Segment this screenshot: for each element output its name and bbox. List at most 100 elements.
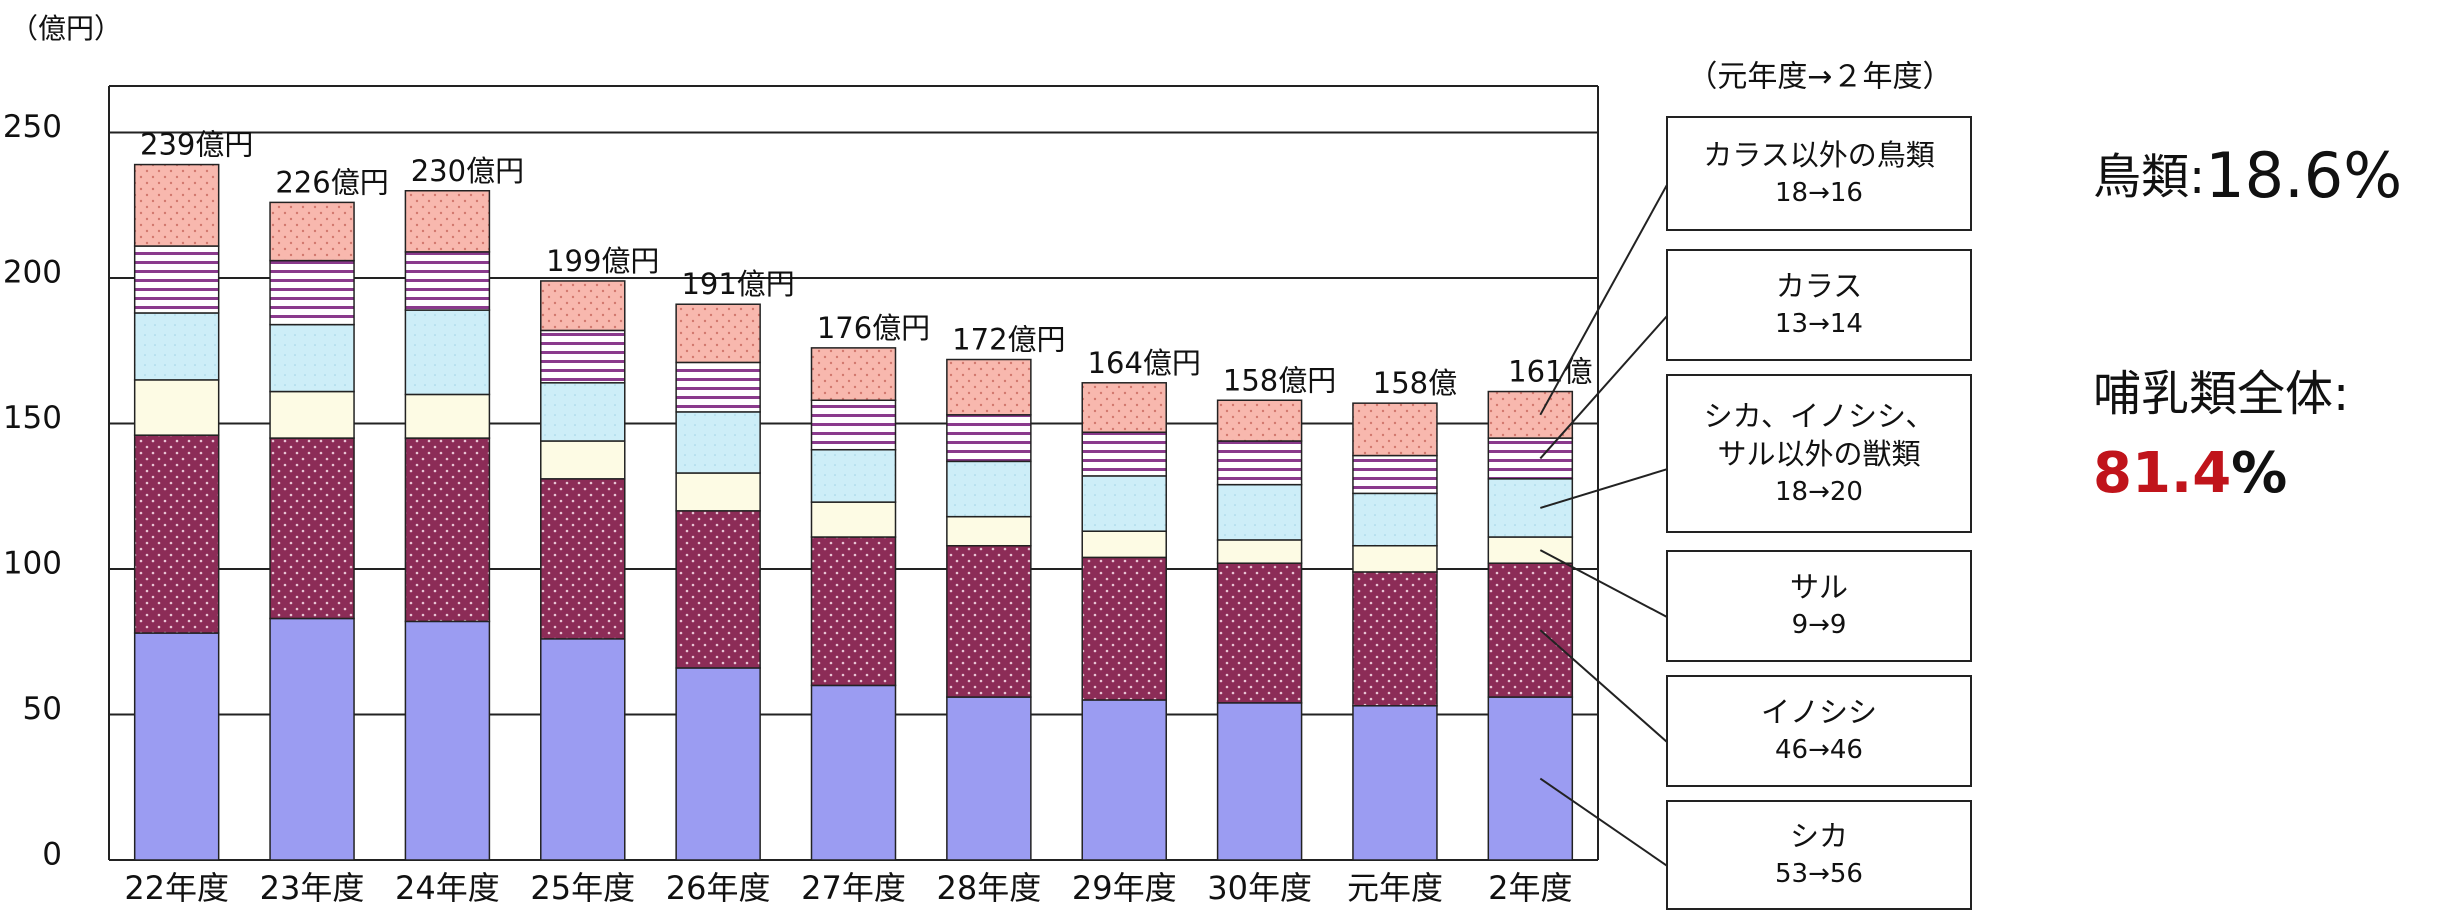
bar-segment	[540, 440, 626, 480]
bar-segment	[1352, 705, 1438, 861]
annotation-label: 哺乳類全体:	[2093, 366, 2349, 422]
bar-segment	[675, 667, 761, 861]
bar-segment	[810, 536, 897, 687]
leader-line	[1539, 315, 1668, 460]
bar-segment	[675, 361, 761, 413]
legend-box	[1666, 800, 1972, 910]
legend-entry: イノシシ 46→46	[1667, 676, 1971, 786]
bar-segment	[269, 617, 355, 861]
bar-segment	[1081, 699, 1167, 861]
bar-segment	[946, 544, 1032, 698]
bar-segment	[1487, 562, 1574, 698]
legend-content: イノシシ 46→46	[1667, 676, 1971, 786]
bar-segment	[1352, 454, 1438, 495]
bar-segment	[404, 309, 491, 396]
annotation: 81.4%	[2093, 441, 2287, 506]
annotation-value: 18.6%	[2205, 139, 2402, 212]
x-tick-label: 29年度	[1072, 869, 1177, 907]
bar-segment	[133, 632, 220, 861]
unit-label: （億円）	[10, 12, 122, 45]
bar-segment	[133, 379, 220, 436]
legend-content: シカ 53→56	[1667, 801, 1971, 909]
total-label: 176億円	[817, 311, 930, 345]
bar-segment	[404, 437, 491, 623]
bar-segment	[133, 312, 220, 381]
x-tick-label: 27年度	[801, 869, 906, 907]
bar-segment	[1216, 702, 1303, 861]
legend-content: サル 9→9	[1667, 551, 1971, 661]
bar-segment	[810, 347, 897, 402]
bar-segment	[540, 478, 626, 640]
legend-change: 9→9	[1791, 610, 1847, 640]
bar-segment	[269, 390, 355, 439]
legend-label: カラス	[1775, 269, 1863, 303]
bar-segment	[675, 510, 761, 669]
bar-segment	[810, 684, 897, 861]
legend-entry: カラス以外の鳥類 18→16	[1667, 117, 1971, 230]
y-tick-label: 100	[3, 546, 62, 582]
bar-segment	[810, 501, 897, 538]
bar-segment	[1487, 478, 1574, 538]
bar-segment	[1081, 475, 1167, 532]
bar-segment	[404, 251, 491, 311]
legend-box	[1666, 550, 1972, 662]
bar-segment	[1081, 431, 1167, 477]
bar-segment	[1216, 539, 1303, 564]
legend-content: カラス以外の鳥類 18→16	[1667, 117, 1971, 230]
bar-segment	[269, 437, 355, 620]
bar-segment	[540, 638, 626, 861]
total-label: 199億円	[546, 244, 659, 278]
bar-segment	[269, 201, 355, 262]
legend-label: サル	[1789, 570, 1848, 604]
bar-segment	[1216, 399, 1303, 442]
y-tick-label: 250	[3, 109, 62, 145]
leader-line	[1540, 468, 1668, 509]
total-label: 172億円	[952, 323, 1065, 357]
total-label: 158億	[1373, 366, 1457, 400]
bar-segment	[675, 472, 761, 512]
legend-entry: カラス 13→14	[1667, 250, 1971, 360]
x-tick-label: 22年度	[124, 869, 229, 907]
bar-segment	[404, 620, 491, 861]
x-tick-label: 26年度	[666, 869, 771, 907]
bar-segment	[1352, 571, 1438, 707]
bar-segment	[1081, 382, 1167, 434]
bar-segment	[540, 382, 626, 442]
bar-segment	[269, 323, 355, 393]
bar-segment	[540, 329, 626, 384]
legend-change: 18→16	[1775, 177, 1863, 208]
x-tick-label: 28年度	[936, 869, 1041, 907]
y-tick-label: 200	[3, 255, 62, 291]
bar-segment	[404, 393, 491, 439]
bar-segment	[675, 411, 761, 474]
x-tick-label: 23年度	[260, 869, 365, 907]
legend-entry: サル 9→9	[1667, 551, 1971, 661]
bar-segment	[133, 245, 220, 314]
legend-label: カラス以外の鳥類	[1703, 137, 1935, 172]
legend-change: 53→56	[1775, 859, 1863, 889]
legend-title: （元年度→２年度）	[1687, 60, 1952, 95]
bar-segment	[1352, 492, 1438, 547]
annotation-value: 81.4	[2093, 441, 2231, 506]
leader-line	[1539, 184, 1668, 416]
bar-segment	[133, 163, 220, 247]
total-label: 164億円	[1088, 346, 1201, 380]
bar-segment	[946, 515, 1032, 547]
total-label: 239億円	[140, 128, 253, 162]
legend-box	[1666, 249, 1972, 361]
total-label: 158億円	[1223, 363, 1336, 397]
bar-segment	[1216, 483, 1303, 541]
x-tick-label: 元年度	[1347, 869, 1443, 907]
bar-segment	[946, 696, 1032, 861]
total-label: 191億円	[681, 267, 794, 301]
bar-segment	[540, 280, 626, 332]
legend-content: カラス 13→14	[1667, 250, 1971, 360]
annotation-unit: %	[2231, 441, 2287, 506]
bar-segment	[1216, 440, 1303, 486]
x-tick-label: 24年度	[395, 869, 500, 907]
bar-segment	[1081, 530, 1167, 559]
bar-segment	[269, 259, 355, 326]
bar-segment	[810, 448, 897, 503]
